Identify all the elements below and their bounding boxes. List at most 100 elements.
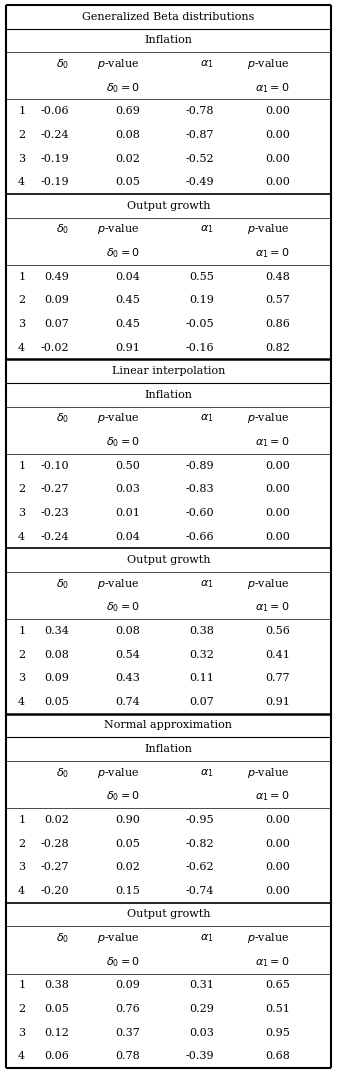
Text: 0.45: 0.45 xyxy=(115,319,140,329)
Text: -0.06: -0.06 xyxy=(40,106,69,116)
Text: 0.90: 0.90 xyxy=(115,815,140,825)
Text: $p$-value: $p$-value xyxy=(97,931,140,945)
Text: 0.00: 0.00 xyxy=(265,886,290,896)
Text: $p$-value: $p$-value xyxy=(97,222,140,236)
Text: $p$-value: $p$-value xyxy=(247,931,290,945)
Text: Output growth: Output growth xyxy=(127,201,210,210)
Text: $\delta_0=0$: $\delta_0=0$ xyxy=(106,955,140,969)
Text: 1: 1 xyxy=(18,271,25,281)
Text: -0.20: -0.20 xyxy=(40,886,69,896)
Text: 0.09: 0.09 xyxy=(44,295,69,306)
Text: 0.00: 0.00 xyxy=(265,863,290,872)
Text: $\delta_0$: $\delta_0$ xyxy=(56,57,69,71)
Text: 4: 4 xyxy=(18,531,25,542)
Text: Normal approximation: Normal approximation xyxy=(104,720,233,731)
Text: 0.03: 0.03 xyxy=(115,484,140,495)
Text: 4: 4 xyxy=(18,342,25,353)
Text: -0.23: -0.23 xyxy=(40,508,69,518)
Text: 0.00: 0.00 xyxy=(265,839,290,849)
Text: 1: 1 xyxy=(18,106,25,116)
Text: 1: 1 xyxy=(18,460,25,471)
Text: -0.16: -0.16 xyxy=(185,342,214,353)
Text: 0.05: 0.05 xyxy=(115,839,140,849)
Text: 0.04: 0.04 xyxy=(115,271,140,281)
Text: -0.78: -0.78 xyxy=(185,106,214,116)
Text: 0.65: 0.65 xyxy=(265,981,290,990)
Text: 0.51: 0.51 xyxy=(265,1004,290,1014)
Text: 4: 4 xyxy=(18,177,25,187)
Text: $\alpha_1=0$: $\alpha_1=0$ xyxy=(255,955,290,969)
Text: 0.77: 0.77 xyxy=(265,673,290,684)
Text: -0.39: -0.39 xyxy=(185,1052,214,1061)
Text: Output growth: Output growth xyxy=(127,910,210,920)
Text: 0.08: 0.08 xyxy=(115,626,140,636)
Text: 0.00: 0.00 xyxy=(265,815,290,825)
Text: 2: 2 xyxy=(18,484,25,495)
Text: 0.06: 0.06 xyxy=(44,1052,69,1061)
Text: Inflation: Inflation xyxy=(145,35,192,45)
Text: $p$-value: $p$-value xyxy=(247,57,290,71)
Text: $\alpha_1$: $\alpha_1$ xyxy=(201,578,214,590)
Text: 0.00: 0.00 xyxy=(265,130,290,139)
Text: $\delta_0=0$: $\delta_0=0$ xyxy=(106,790,140,804)
Text: 0.76: 0.76 xyxy=(115,1004,140,1014)
Text: 0.07: 0.07 xyxy=(44,319,69,329)
Text: -0.27: -0.27 xyxy=(40,863,69,872)
Text: $p$-value: $p$-value xyxy=(247,222,290,236)
Text: -0.02: -0.02 xyxy=(40,342,69,353)
Text: 0.02: 0.02 xyxy=(115,863,140,872)
Text: -0.74: -0.74 xyxy=(185,886,214,896)
Text: 0.31: 0.31 xyxy=(189,981,214,990)
Text: 3: 3 xyxy=(18,863,25,872)
Text: $\delta_0=0$: $\delta_0=0$ xyxy=(106,246,140,260)
Text: 2: 2 xyxy=(18,649,25,660)
Text: $\delta_0$: $\delta_0$ xyxy=(56,766,69,780)
Text: 2: 2 xyxy=(18,1004,25,1014)
Text: 4: 4 xyxy=(18,1052,25,1061)
Text: $p$-value: $p$-value xyxy=(247,766,290,780)
Text: 0.38: 0.38 xyxy=(189,626,214,636)
Text: 0.02: 0.02 xyxy=(115,153,140,163)
Text: $\delta_0=0$: $\delta_0=0$ xyxy=(106,601,140,614)
Text: 3: 3 xyxy=(18,1028,25,1038)
Text: 0.49: 0.49 xyxy=(44,271,69,281)
Text: $\alpha_1$: $\alpha_1$ xyxy=(201,412,214,424)
Text: $\delta_0$: $\delta_0$ xyxy=(56,222,69,236)
Text: 0.55: 0.55 xyxy=(189,271,214,281)
Text: $\alpha_1=0$: $\alpha_1=0$ xyxy=(255,436,290,449)
Text: 0.54: 0.54 xyxy=(115,649,140,660)
Text: 0.56: 0.56 xyxy=(265,626,290,636)
Text: 0.15: 0.15 xyxy=(115,886,140,896)
Text: 0.11: 0.11 xyxy=(189,673,214,684)
Text: $\alpha_1$: $\alpha_1$ xyxy=(201,767,214,779)
Text: Output growth: Output growth xyxy=(127,555,210,565)
Text: 0.05: 0.05 xyxy=(44,1004,69,1014)
Text: Inflation: Inflation xyxy=(145,744,192,754)
Text: $\alpha_1=0$: $\alpha_1=0$ xyxy=(255,80,290,94)
Text: 0.37: 0.37 xyxy=(115,1028,140,1038)
Text: -0.52: -0.52 xyxy=(185,153,214,163)
Text: $\delta_0=0$: $\delta_0=0$ xyxy=(106,80,140,94)
Text: 0.00: 0.00 xyxy=(265,484,290,495)
Text: $\delta_0=0$: $\delta_0=0$ xyxy=(106,436,140,449)
Text: 0.12: 0.12 xyxy=(44,1028,69,1038)
Text: 0.00: 0.00 xyxy=(265,508,290,518)
Text: 0.00: 0.00 xyxy=(265,153,290,163)
Text: 4: 4 xyxy=(18,886,25,896)
Text: -0.49: -0.49 xyxy=(185,177,214,187)
Text: 0.95: 0.95 xyxy=(265,1028,290,1038)
Text: $\alpha_1=0$: $\alpha_1=0$ xyxy=(255,601,290,614)
Text: -0.24: -0.24 xyxy=(40,130,69,139)
Text: 3: 3 xyxy=(18,508,25,518)
Text: $\alpha_1$: $\alpha_1$ xyxy=(201,932,214,944)
Text: 0.00: 0.00 xyxy=(265,531,290,542)
Text: 0.86: 0.86 xyxy=(265,319,290,329)
Text: $p$-value: $p$-value xyxy=(97,766,140,780)
Text: 0.07: 0.07 xyxy=(189,696,214,707)
Text: $\alpha_1$: $\alpha_1$ xyxy=(201,58,214,70)
Text: 0.04: 0.04 xyxy=(115,531,140,542)
Text: 4: 4 xyxy=(18,696,25,707)
Text: -0.28: -0.28 xyxy=(40,839,69,849)
Text: 0.00: 0.00 xyxy=(265,460,290,471)
Text: 0.69: 0.69 xyxy=(115,106,140,116)
